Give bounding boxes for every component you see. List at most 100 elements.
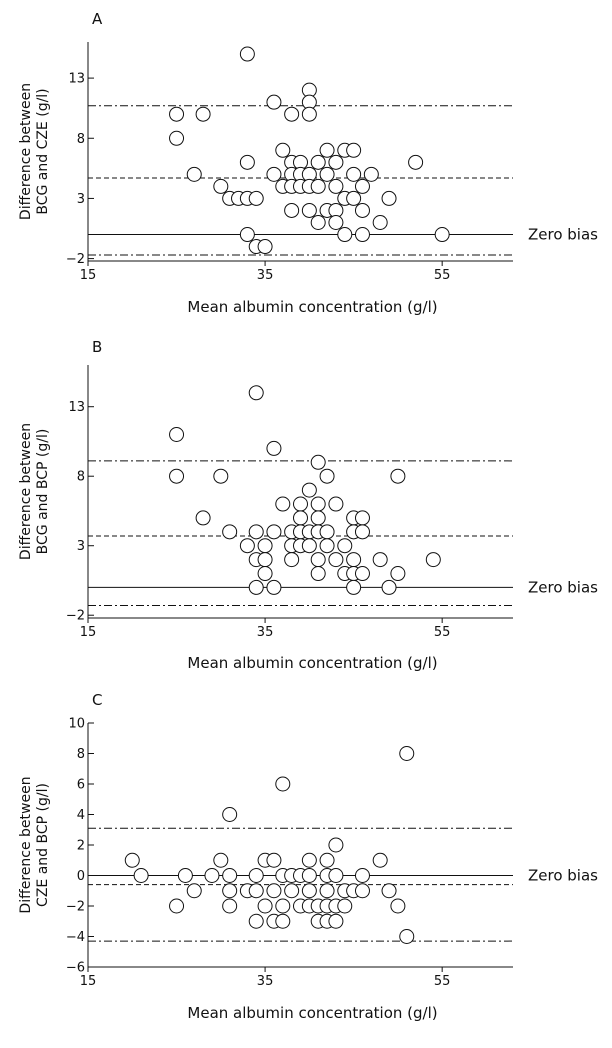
y-tick-label: 2 [77, 839, 85, 854]
data-point [248, 883, 264, 899]
data-point [390, 566, 406, 582]
y-tick-label: −2 [66, 900, 85, 915]
y-tick-label: 10 [68, 717, 85, 732]
data-point [275, 142, 291, 158]
x-axis-label: Mean albumin concentration (g/l) [187, 1004, 437, 1022]
data-point [239, 227, 255, 243]
y-axis-label: Difference between CZE and BCP (g/l) [18, 776, 51, 913]
data-point [222, 807, 238, 822]
data-point [354, 227, 370, 243]
data-point [319, 468, 335, 484]
y-tick-label: 8 [77, 747, 85, 762]
panel-letter: C [92, 691, 102, 709]
data-point [239, 538, 255, 554]
data-point [133, 868, 149, 883]
y-tick-label: −6 [66, 961, 85, 976]
data-point [284, 552, 300, 568]
y-tick-label: 6 [77, 778, 85, 793]
x-axis-label: Mean albumin concentration (g/l) [187, 654, 437, 672]
y-tick-label: 13 [68, 400, 85, 415]
data-point [381, 883, 397, 899]
y-tick-label: 13 [68, 72, 85, 87]
data-point [248, 385, 264, 401]
data-point [434, 227, 450, 243]
data-point [310, 214, 326, 230]
data-point [257, 566, 273, 582]
data-point [346, 142, 362, 158]
data-point [399, 746, 415, 761]
data-point [284, 202, 300, 218]
x-tick-label: 15 [80, 974, 97, 989]
data-point [124, 852, 140, 868]
data-point [354, 524, 370, 540]
data-point [319, 852, 335, 868]
data-point [346, 190, 362, 206]
chart-panel-b: B −2 3 8 13 15 35 55 Zero bias Mean albumin conce… [18, 338, 598, 672]
data-point [319, 883, 335, 899]
data-point [310, 566, 326, 582]
y-tick-label: 4 [77, 808, 85, 823]
data-point [248, 579, 264, 595]
data-point [319, 538, 335, 554]
data-point [301, 482, 317, 498]
data-point [301, 106, 317, 122]
data-point [266, 94, 282, 110]
x-tick-label: 55 [434, 625, 451, 640]
data-point [328, 913, 344, 929]
data-point [301, 852, 317, 868]
data-point [328, 214, 344, 230]
data-point [222, 524, 238, 540]
data-point [319, 166, 335, 182]
data-point [381, 579, 397, 595]
data-point [248, 190, 264, 206]
data-point [293, 496, 308, 512]
x-tick-label: 35 [257, 268, 274, 283]
y-axis-label-line: Difference between [18, 423, 34, 560]
data-point [354, 178, 370, 194]
data-point [354, 566, 370, 582]
data-point [372, 852, 388, 868]
data-point [301, 883, 317, 899]
data-point [337, 227, 353, 243]
data-point [328, 178, 344, 194]
panel-letter: A [92, 10, 103, 28]
y-axis-label: Difference between BCG and BCP (g/l) [18, 423, 51, 560]
data-point [204, 868, 220, 883]
data-point [372, 214, 388, 230]
data-point [239, 154, 255, 170]
x-tick-label: 55 [434, 268, 451, 283]
y-tick-label: 3 [77, 192, 85, 207]
x-axis-label: Mean albumin concentration (g/l) [187, 298, 437, 316]
data-point [266, 579, 282, 595]
data-point [284, 883, 300, 899]
data-point [390, 898, 406, 914]
data-point [248, 868, 264, 883]
data-point [301, 868, 317, 883]
data-point [346, 552, 362, 568]
data-point [301, 538, 317, 554]
y-axis-label-line: Difference between [18, 83, 34, 220]
data-point [354, 510, 370, 526]
data-point [328, 154, 344, 170]
data-point [346, 579, 362, 595]
chart-panel-c: C −6 −4 −2 0 2 4 6 8 10 15 35 55 Zero bias Mean albumi… [18, 691, 598, 1022]
data-point [177, 868, 193, 883]
data-point [310, 178, 326, 194]
data-point [222, 868, 238, 883]
data-point [169, 468, 185, 484]
data-point [275, 776, 291, 792]
zero-bias-label: Zero bias [528, 226, 598, 244]
x-tick-label: 15 [80, 625, 97, 640]
data-point [266, 883, 282, 899]
x-tick-label: 15 [80, 268, 97, 283]
x-tick-label: 55 [434, 974, 451, 989]
data-point [319, 142, 335, 158]
data-point [169, 106, 185, 122]
data-point [266, 852, 282, 868]
data-point [328, 496, 344, 512]
panel-letter: B [92, 338, 102, 356]
data-point [257, 552, 273, 568]
y-axis-label: Difference between BCG and CZE (g/l) [18, 83, 51, 220]
y-tick-label: 3 [77, 539, 85, 554]
